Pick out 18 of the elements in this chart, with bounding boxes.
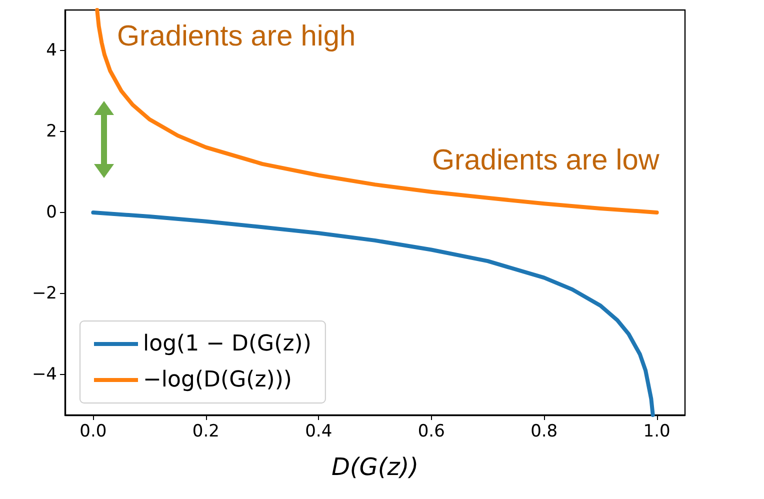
y-tick-label: 2 bbox=[46, 122, 57, 142]
x-tick-label: 0.4 bbox=[305, 422, 332, 442]
y-tick-label: 4 bbox=[46, 40, 57, 60]
x-tick-label: 0.8 bbox=[530, 422, 558, 442]
x-tick-label: 1.0 bbox=[643, 422, 670, 442]
line-series bbox=[91, 210, 655, 417]
y-tick-label: −2 bbox=[32, 284, 57, 304]
legend-label: −log(D(G(z))) bbox=[143, 368, 292, 392]
annotation: Gradients are high bbox=[117, 20, 356, 52]
y-tick-label: −4 bbox=[32, 364, 57, 384]
x-axis-title: D(G(z)) bbox=[331, 453, 419, 481]
x-tick-label: 0.2 bbox=[192, 422, 220, 442]
x-tick-label: 0.6 bbox=[418, 422, 445, 442]
legend-label: log(1 − D(G(z)) bbox=[143, 332, 312, 356]
y-tick-label: 0 bbox=[46, 202, 57, 222]
annotation: Gradients are low bbox=[432, 144, 660, 176]
line-series bbox=[95, 8, 659, 214]
x-tick-label: 0.0 bbox=[80, 422, 107, 442]
